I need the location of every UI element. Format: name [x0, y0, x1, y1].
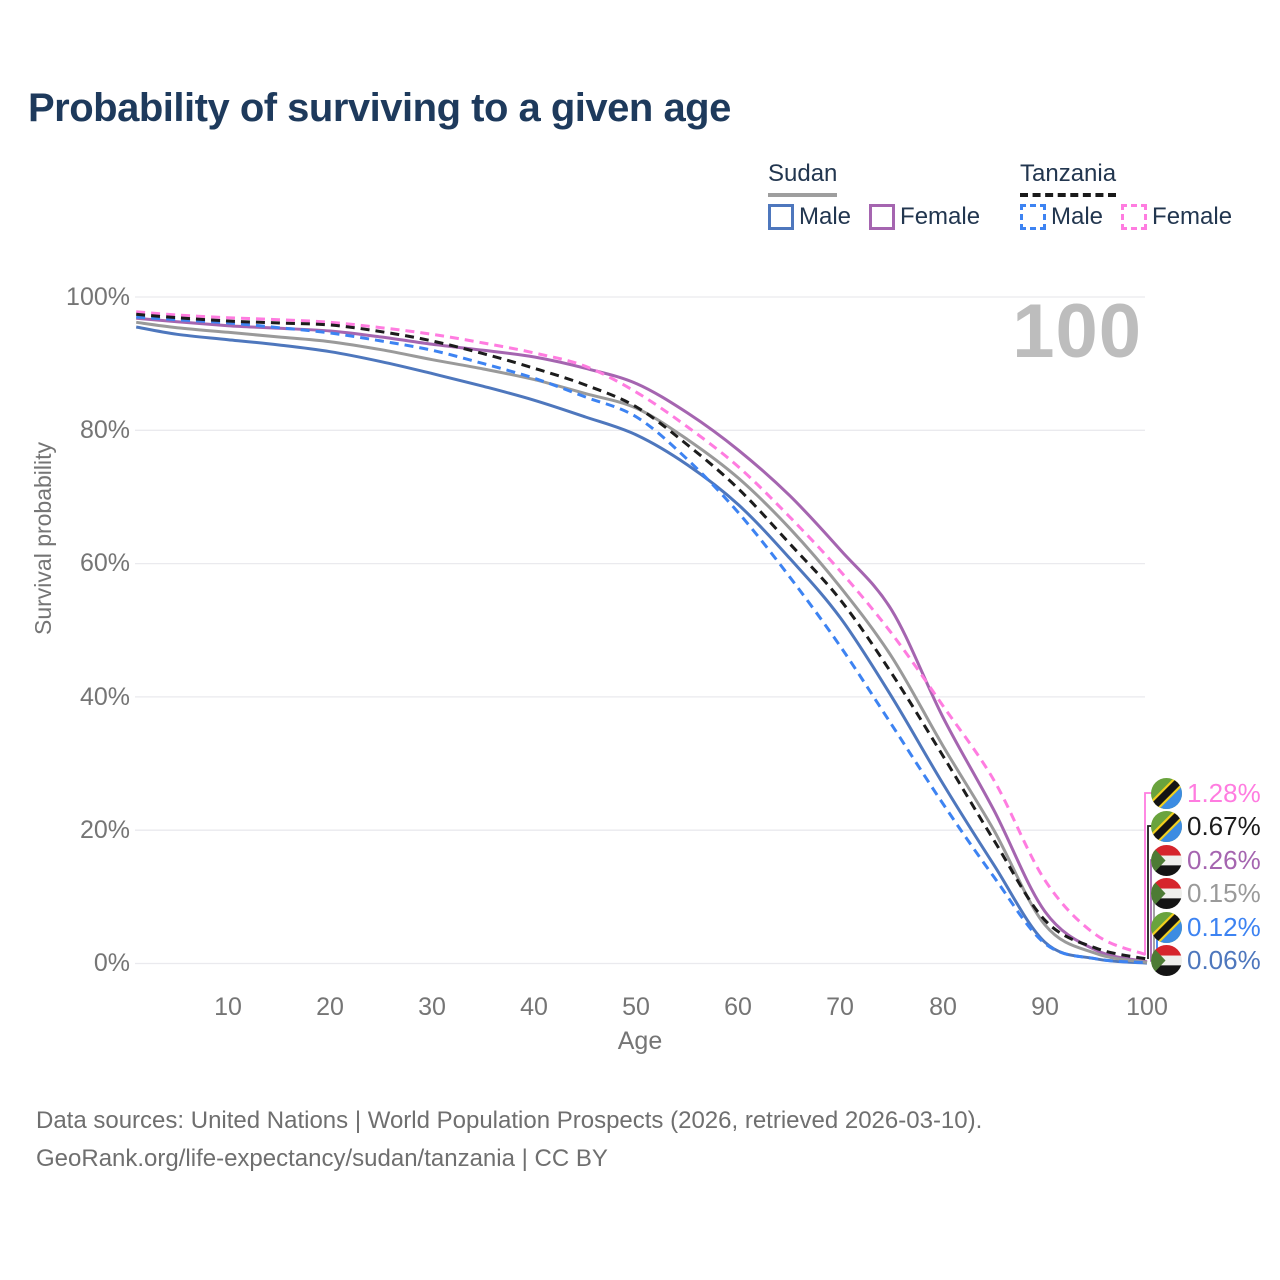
curve-tanzania_female [136, 310, 1148, 957]
curve-sudan_male [135, 325, 1148, 965]
x-tick-90: 90 [1031, 993, 1059, 1021]
sudan-flag-icon [1151, 845, 1182, 876]
y-axis-title: Survival probability [30, 441, 56, 635]
legend-label: Male [799, 203, 852, 230]
endpoint-value: 0.12% [1187, 912, 1261, 942]
tanzania-female-swatch-icon [1121, 204, 1148, 230]
curve-tanzania_all [136, 312, 1148, 961]
endpoint-value: 0.67% [1187, 811, 1261, 841]
x-tick-10: 10 [214, 993, 242, 1021]
legend-item-sudan-male: Male [768, 203, 851, 231]
endpoint-tanzania-male: 0.12% [1151, 911, 1261, 944]
tanzania-male-swatch-icon [1020, 204, 1046, 230]
x-tick-30: 30 [418, 993, 446, 1021]
endpoint-sudan-male: 0.06% [1151, 944, 1261, 977]
endpoint-sudan-all: 0.15% [1151, 877, 1261, 910]
tanzania-flag-icon [1151, 811, 1182, 842]
endpoint-value: 0.15% [1187, 878, 1261, 908]
legend-label: Female [1152, 203, 1233, 230]
legend-country-tanzania: Tanzania [1020, 160, 1117, 197]
endpoint-value: 1.28% [1187, 778, 1261, 808]
sudan-flag-icon [1151, 945, 1182, 976]
endpoint-value: 0.26% [1187, 845, 1261, 875]
legend-country-sudan: Sudan [768, 160, 838, 197]
x-tick-80: 80 [929, 993, 957, 1021]
x-tick-70: 70 [826, 993, 854, 1021]
legend-item-tanzania-female: Female [1121, 203, 1232, 231]
y-tick-20: 20% [79, 816, 130, 844]
tanzania-flag-icon [1151, 912, 1182, 943]
x-tick-20: 20 [316, 993, 344, 1021]
x-tick-60: 60 [724, 993, 752, 1021]
sudan-male-swatch-icon [768, 204, 794, 230]
legend-label: Female [900, 203, 981, 230]
legend-label: Male [1051, 203, 1104, 230]
legend-item-sudan-female: Female [869, 203, 980, 231]
x-tick-50: 50 [622, 993, 650, 1021]
y-tick-100: 100% [66, 283, 130, 311]
x-tick-100: 100 [1126, 993, 1168, 1021]
sudan-flag-icon [1151, 878, 1182, 909]
endpoint-tanzania-female: 1.28% [1151, 777, 1261, 810]
endpoint-sudan-female: 0.26% [1151, 844, 1261, 877]
legend-items-tanzania: Male Female [1020, 203, 1232, 231]
data-sources-line: Data sources: United Nations | World Pop… [36, 1107, 983, 1134]
x-tick-40: 40 [520, 993, 548, 1021]
legend-group-sudan: Sudan [768, 160, 838, 197]
curve-sudan_all [136, 320, 1148, 964]
legend-item-tanzania-male: Male [1020, 203, 1103, 231]
endpoint-value: 0.06% [1187, 945, 1261, 975]
legend-items-sudan: Male Female [768, 203, 980, 231]
age-watermark: 100 [1012, 289, 1142, 374]
y-tick-0: 0% [93, 949, 130, 977]
endpoint-tanzania-all: 0.67% [1151, 810, 1261, 843]
sudan-female-swatch-icon [869, 204, 896, 230]
page-title: Probability of surviving to a given age [28, 86, 731, 130]
legend-group-tanzania: Tanzania [1020, 160, 1117, 197]
y-tick-80: 80% [79, 416, 130, 444]
curve-tanzania_male [136, 315, 1148, 965]
x-axis-title: Age [617, 1027, 663, 1055]
y-tick-40: 40% [79, 683, 130, 711]
attribution-line: GeoRank.org/life-expectancy/sudan/tanzan… [36, 1145, 608, 1172]
tanzania-flag-icon [1151, 778, 1182, 809]
y-tick-60: 60% [79, 549, 130, 577]
